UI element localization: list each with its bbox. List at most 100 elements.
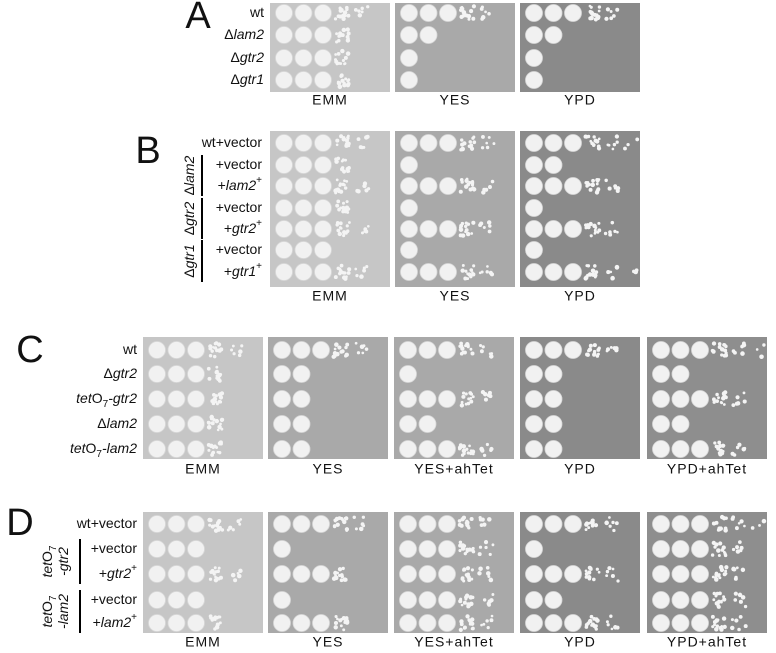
colony (333, 620, 339, 626)
colony (762, 343, 766, 347)
colony (588, 187, 593, 192)
spot (400, 134, 418, 152)
spot (399, 365, 417, 383)
group-label: -gtr2 (55, 547, 71, 576)
colony (587, 618, 593, 624)
spot (419, 134, 438, 152)
colony (477, 571, 482, 576)
colony (737, 442, 742, 447)
colony (471, 549, 476, 554)
spot (167, 341, 186, 359)
colony (346, 169, 350, 173)
colony (593, 232, 597, 235)
colony (346, 136, 350, 140)
colony (714, 444, 719, 449)
spot (399, 415, 417, 433)
colony (346, 230, 350, 234)
colony (344, 56, 347, 60)
colony (232, 352, 236, 356)
label-part: gtr1 (181, 244, 197, 268)
label-part: gtr2 (113, 365, 137, 381)
colony (335, 32, 339, 36)
colony (592, 143, 596, 147)
colony (336, 80, 340, 84)
label-part: + (99, 565, 107, 581)
colony (366, 224, 370, 228)
colony (339, 73, 344, 78)
colony (460, 138, 464, 142)
plate-label: YES (312, 461, 343, 477)
colony (360, 231, 364, 235)
colony (607, 566, 612, 571)
group-label: -lam2 (55, 594, 71, 629)
spot (544, 390, 563, 408)
spot (438, 565, 456, 583)
colony (461, 391, 466, 395)
colony (458, 189, 463, 194)
label-part: +vector (91, 540, 138, 556)
spot (292, 341, 311, 359)
colony (333, 625, 338, 630)
colony (603, 231, 608, 236)
colony (471, 271, 474, 274)
spot (273, 341, 291, 359)
colony (480, 623, 483, 627)
colony (464, 228, 469, 232)
spot (312, 565, 330, 583)
colony (723, 528, 728, 533)
spot (652, 565, 670, 583)
colony (471, 16, 476, 21)
label-part: + (224, 220, 232, 236)
colony (458, 443, 463, 448)
colony (462, 626, 467, 630)
colony (742, 399, 747, 404)
colony (737, 592, 743, 598)
colony (208, 346, 213, 351)
colony (210, 421, 215, 426)
colony (343, 619, 347, 623)
colony (608, 516, 611, 519)
colony (596, 348, 601, 352)
colony (471, 220, 476, 225)
spot (652, 614, 670, 632)
colony (333, 275, 338, 280)
colony (597, 228, 602, 233)
colony (335, 522, 340, 527)
colony (609, 345, 613, 349)
colony (717, 553, 721, 557)
row-label: +gtr1+ (224, 261, 262, 279)
colony (358, 526, 364, 532)
colony (716, 574, 721, 578)
spot (418, 440, 437, 458)
spot (273, 614, 291, 632)
colony (217, 424, 222, 430)
label-part: -lam2 (55, 594, 71, 629)
colony (730, 625, 735, 631)
colony (467, 618, 473, 623)
colony (213, 627, 217, 631)
colony (468, 444, 471, 448)
colony (460, 142, 465, 147)
colony (590, 182, 596, 188)
spot (292, 515, 311, 533)
colony (714, 626, 719, 632)
row-label: +vector (216, 241, 263, 257)
colony (459, 341, 463, 346)
spot (419, 177, 438, 195)
colony (471, 179, 475, 184)
colony (460, 517, 465, 522)
colony (605, 620, 609, 624)
colony (353, 7, 358, 12)
spot (419, 263, 438, 281)
colony (220, 417, 225, 422)
colony (341, 14, 346, 19)
colony (480, 5, 484, 9)
colony (604, 520, 609, 526)
spot (564, 515, 582, 533)
plate-label: EMM (185, 634, 221, 650)
colony (586, 134, 591, 139)
spot (544, 614, 563, 632)
spot (400, 220, 418, 238)
spot (652, 540, 670, 558)
colony (717, 342, 722, 346)
